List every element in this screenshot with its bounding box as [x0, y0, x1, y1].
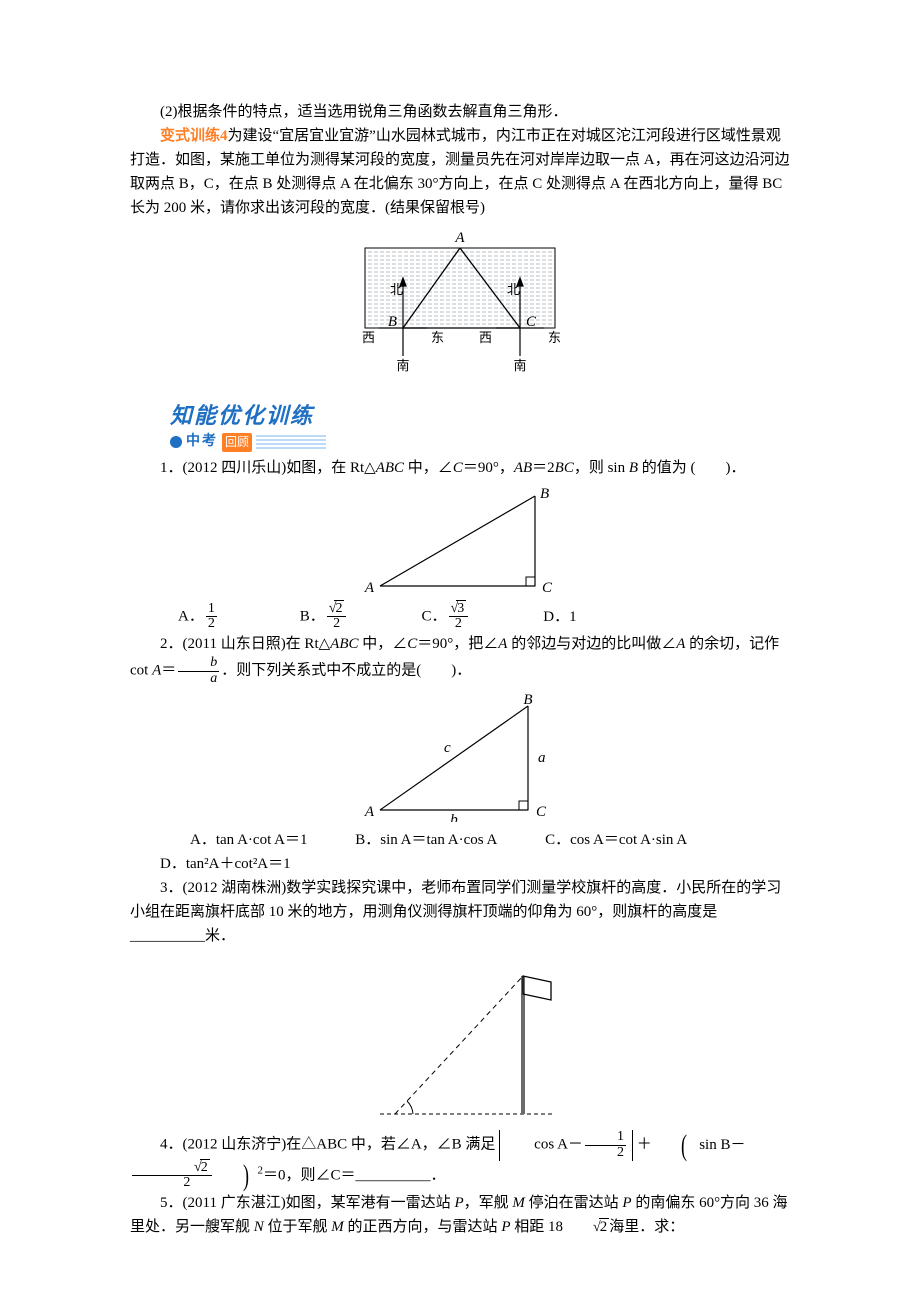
svg-text:B: B: [540, 486, 549, 502]
svg-text:B: B: [523, 692, 532, 708]
intro-line1: (2)根据条件的特点，适当选用锐角三角函数去解直角三角形．: [130, 100, 790, 124]
svg-text:A: A: [454, 230, 465, 246]
svg-text:A: A: [364, 580, 375, 596]
q5-stem: 5．(2011 广东湛江)如图，某军港有一雷达站 P，军舰 M 停泊在雷达站 P…: [130, 1191, 790, 1239]
q3-stem: 3．(2012 湖南株洲)数学实践探究课中，老师布置同学们测量学校旗杆的高度．小…: [130, 876, 790, 948]
diagram-river: A B C 北 南 东 西 北 南 东 西: [130, 226, 790, 376]
q1-optA: A．12: [178, 602, 296, 632]
q1-options: A．12 B．22 C．32 D．1: [178, 602, 790, 632]
svg-text:东: 东: [431, 330, 444, 345]
svg-text:c: c: [444, 740, 451, 756]
section-sub: 中考 回顾: [170, 431, 790, 453]
variation-para: 变式训练4为建设“宜居宜业宜游”山水园林式城市，内江市正在对城区沱江河段进行区域…: [130, 124, 790, 220]
svg-text:C: C: [542, 580, 553, 596]
diagram-river-svg: A B C 北 南 东 西 北 南 东 西: [345, 226, 575, 376]
rparen-icon: ): [225, 1170, 249, 1182]
q2-diagram: A B C a b c: [130, 692, 790, 822]
lparen-icon: (: [663, 1140, 687, 1152]
q2-optD: D．tan²A＋cot²A＝1: [130, 852, 291, 876]
section-title: 知能优化训练: [170, 398, 790, 433]
svg-text:C: C: [536, 804, 547, 820]
stripes-decoration: [256, 435, 326, 449]
q1-optD: D．1: [543, 605, 661, 629]
q2-optC: C．cos A＝cot A·sin A: [515, 828, 687, 852]
section-sub-label: 中考: [186, 431, 218, 453]
q4-stem: 4．(2012 山东济宁)在△ABC 中，若∠A，∠B 满足 cos A－12 …: [130, 1130, 790, 1191]
variation-label: 变式训练4: [160, 128, 228, 144]
q2-optA: A．tan A·cot A＝1: [160, 828, 308, 852]
q4-abs: cos A－12: [499, 1130, 633, 1160]
q1-optB: B．22: [300, 602, 418, 632]
svg-text:西: 西: [362, 330, 375, 345]
svg-text:A: A: [364, 804, 375, 820]
q2-optB: B．sin A＝tan A·cos A: [325, 828, 497, 852]
variation-body: 为建设“宜居宜业宜游”山水园林式城市，内江市正在对城区沱江河段进行区域性景观打造…: [130, 128, 790, 216]
svg-text:a: a: [538, 750, 546, 766]
q1-diagram: A B C: [130, 486, 790, 596]
svg-text:南: 南: [396, 358, 409, 373]
svg-text:南: 南: [513, 358, 526, 373]
svg-text:b: b: [450, 812, 458, 822]
svg-text:东: 东: [548, 330, 561, 345]
q1-optC: C．32: [422, 602, 540, 632]
section-header: 知能优化训练 中考 回顾: [130, 398, 790, 454]
svg-text:北: 北: [507, 282, 520, 297]
svg-text:北: 北: [390, 282, 403, 297]
q3-diagram: [130, 954, 790, 1124]
q2-options: A．tan A·cot A＝1 B．sin A＝tan A·cos A C．co…: [130, 828, 790, 876]
svg-text:西: 西: [479, 330, 492, 345]
q1-stem: 1．(2012 四川乐山)如图，在 Rt△ABC 中，∠C＝90°，AB＝2BC…: [130, 456, 790, 480]
bullet-icon: [170, 436, 182, 448]
section-sub-badge: 回顾: [222, 433, 252, 452]
q2-stem: 2．(2011 山东日照)在 Rt△ABC 中，∠C＝90°，把∠A 的邻边与对…: [130, 632, 790, 686]
svg-text:B: B: [388, 314, 397, 330]
svg-text:C: C: [526, 314, 537, 330]
